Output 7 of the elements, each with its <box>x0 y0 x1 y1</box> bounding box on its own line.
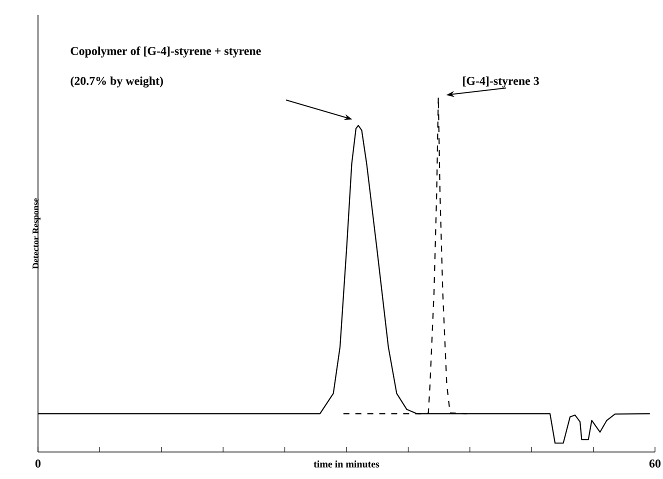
x-tick-label: 60 <box>649 460 661 468</box>
x-tick-label: 0 <box>35 460 41 468</box>
text: Copolymer of [G-4]-styrene + styrene <box>70 46 261 58</box>
text: (20.7% by weight) <box>70 76 163 88</box>
text: [G-4]-styrene 3 <box>463 76 539 88</box>
x-axis-title: time in minutes <box>314 460 380 468</box>
y-axis-title: Detector Response <box>32 198 40 269</box>
